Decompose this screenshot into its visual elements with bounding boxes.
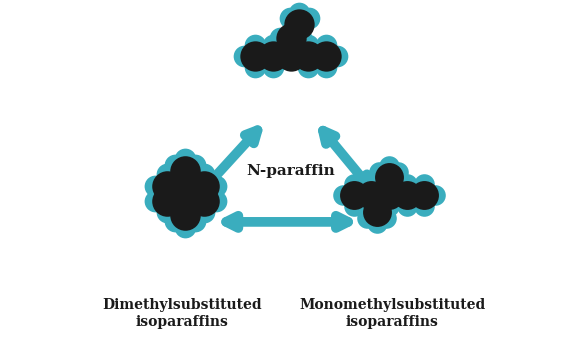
Point — [295, 10, 304, 16]
Point — [286, 35, 295, 41]
Point — [250, 53, 260, 58]
Point — [321, 64, 331, 69]
Point — [402, 192, 411, 197]
Point — [431, 192, 440, 197]
Point — [239, 53, 249, 58]
Point — [162, 171, 171, 177]
Point — [162, 194, 171, 200]
Point — [402, 203, 411, 208]
Point — [181, 168, 190, 173]
Point — [162, 186, 171, 192]
Text: N-paraffin: N-paraffin — [246, 164, 335, 178]
Point — [303, 53, 313, 58]
Point — [419, 192, 429, 197]
Point — [171, 162, 180, 168]
Point — [367, 181, 376, 186]
Point — [285, 16, 295, 21]
Point — [199, 194, 209, 200]
Point — [384, 192, 393, 197]
Point — [384, 203, 393, 208]
Point — [295, 21, 304, 27]
Point — [381, 215, 390, 221]
Point — [275, 35, 284, 41]
Point — [375, 169, 384, 174]
Point — [199, 198, 209, 203]
Point — [338, 192, 347, 197]
Point — [181, 183, 190, 188]
Point — [419, 203, 429, 208]
Point — [321, 53, 331, 58]
Point — [199, 183, 209, 188]
Text: Monomethylsubstituted
isoparaffins: Monomethylsubstituted isoparaffins — [299, 298, 485, 329]
Point — [363, 215, 372, 221]
Point — [250, 42, 260, 48]
Point — [372, 221, 381, 226]
Point — [384, 174, 393, 180]
Point — [150, 198, 160, 203]
Point — [268, 53, 278, 58]
Point — [304, 16, 313, 21]
Point — [211, 183, 220, 188]
Point — [349, 192, 358, 197]
Point — [419, 181, 429, 186]
Point — [250, 64, 260, 69]
Point — [181, 156, 190, 162]
Point — [181, 213, 190, 218]
Point — [286, 53, 295, 58]
Point — [402, 181, 411, 186]
Point — [303, 64, 313, 69]
Point — [303, 42, 313, 48]
Point — [297, 35, 306, 41]
Point — [191, 162, 200, 168]
Point — [384, 163, 393, 169]
Point — [181, 198, 190, 203]
Point — [394, 169, 403, 174]
Point — [211, 198, 220, 203]
Point — [372, 210, 381, 215]
Point — [332, 53, 342, 58]
Point — [349, 181, 358, 186]
Point — [181, 224, 190, 230]
Point — [199, 171, 209, 177]
Point — [150, 183, 160, 188]
Point — [199, 186, 209, 192]
Point — [268, 42, 278, 48]
Text: Dimethylsubstituted
isoparaffins: Dimethylsubstituted isoparaffins — [102, 298, 262, 329]
Point — [199, 209, 209, 215]
Point — [367, 192, 376, 197]
Point — [162, 198, 171, 203]
Point — [162, 209, 171, 215]
Point — [349, 203, 358, 208]
Point — [321, 42, 331, 48]
Point — [191, 219, 200, 224]
Point — [171, 219, 180, 224]
Point — [162, 183, 171, 188]
Point — [268, 64, 278, 69]
